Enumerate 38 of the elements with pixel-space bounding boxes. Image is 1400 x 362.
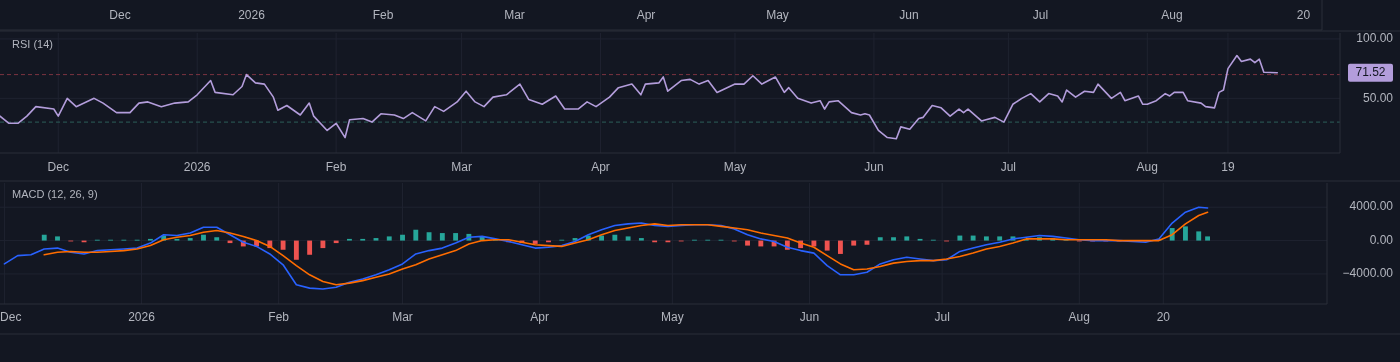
x-tick-label: 20 bbox=[1156, 310, 1171, 325]
x-tick-label: Mar bbox=[451, 160, 472, 175]
x-tick-label: Jul bbox=[934, 310, 950, 325]
text: Jun bbox=[899, 8, 919, 23]
text: Apr bbox=[636, 8, 656, 23]
text: Feb bbox=[372, 8, 394, 23]
text: 71.52 bbox=[1355, 64, 1386, 79]
x-tick-label: Jul bbox=[1000, 160, 1017, 175]
x-tick-label: Aug bbox=[1068, 310, 1090, 325]
x-tick-label: Aug bbox=[1136, 160, 1158, 175]
text: MACD (12, 26, 9) bbox=[12, 188, 98, 200]
text: Jul bbox=[1032, 8, 1049, 23]
y-tick-label: 100.00 bbox=[1356, 31, 1394, 46]
x-tick-label: 19 bbox=[1221, 160, 1235, 175]
x-tick-label: 2026 bbox=[128, 310, 156, 325]
x-tick-label: 2026 bbox=[183, 160, 211, 175]
text: Mar bbox=[504, 8, 525, 23]
x-tick-label: Apr bbox=[530, 310, 549, 325]
text: Aug bbox=[1161, 8, 1183, 23]
x-tick-label: Feb bbox=[268, 310, 290, 325]
text: May bbox=[766, 8, 789, 23]
text: RSI (14) bbox=[12, 38, 53, 50]
x-tick-label: Feb bbox=[325, 160, 347, 175]
text: Dec bbox=[109, 8, 131, 23]
x-tick-label: Jun bbox=[864, 160, 884, 175]
y-tick-label: 50.00 bbox=[1362, 90, 1394, 105]
x-tick-label: Dec bbox=[0, 310, 22, 325]
x-tick-label: May bbox=[723, 160, 747, 175]
text: 2026 bbox=[238, 8, 266, 23]
x-tick-label: Apr bbox=[591, 160, 610, 175]
x-tick-label: May bbox=[661, 310, 684, 325]
x-tick-label: Mar bbox=[392, 310, 413, 325]
x-tick-label: Jun bbox=[799, 310, 820, 325]
x-tick-label: Dec bbox=[47, 160, 69, 175]
y-tick-label: 4000.00 bbox=[1349, 199, 1394, 214]
y-tick-label: 0.00 bbox=[1369, 232, 1394, 247]
text: 20 bbox=[1296, 8, 1311, 23]
y-tick-label: −4000.00 bbox=[1342, 266, 1394, 281]
